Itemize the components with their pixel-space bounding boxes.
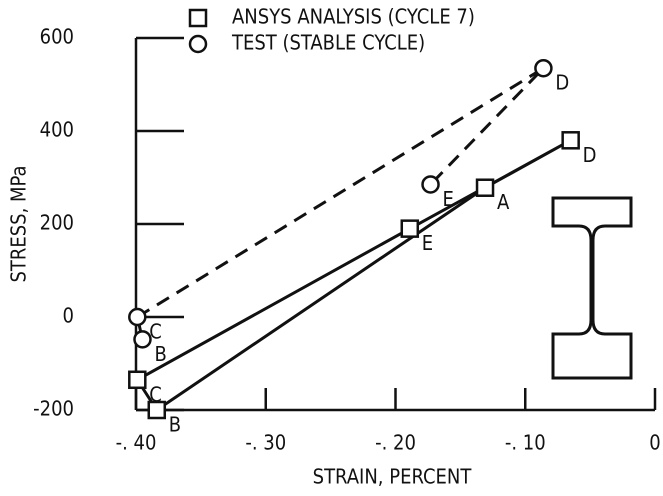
legend-marker — [188, 34, 208, 54]
y-tick-label: 200 — [40, 211, 74, 235]
point-label: C — [149, 382, 162, 406]
point-circle — [421, 175, 440, 194]
x-tick-label: -. 10 — [505, 431, 546, 455]
point-label: B — [154, 342, 166, 366]
point-label: E — [443, 187, 454, 211]
x-tick-label: -. 20 — [375, 431, 416, 455]
x-tick-label: 0 — [649, 431, 660, 455]
point-circle — [133, 330, 152, 349]
point-circle — [128, 307, 147, 327]
specimen-outline — [551, 196, 633, 380]
legend-label: ANSYS ANALYSIS (CYCLE 7) — [232, 5, 475, 29]
loop-closing-line — [155, 186, 486, 412]
point-square — [128, 370, 147, 390]
x-tick-label: -. 30 — [245, 431, 286, 455]
point-circle — [534, 58, 553, 78]
legend-marker — [188, 8, 208, 28]
series-line — [135, 66, 545, 340]
legend-label: TEST (STABLE CYCLE) — [231, 31, 425, 55]
x-axis-label: STRAIN, PERCENT — [313, 465, 473, 489]
point-label: D — [583, 143, 597, 167]
specimen-icon — [551, 196, 633, 380]
y-tick-label: -200 — [33, 397, 74, 421]
point-square — [400, 219, 420, 238]
point-label: B — [169, 413, 181, 437]
y-axis-label: STRESS, MPa — [7, 165, 31, 282]
point-label: A — [497, 190, 510, 214]
point-label: C — [149, 320, 162, 344]
y-tick-label: 600 — [40, 25, 74, 49]
point-label: E — [422, 231, 433, 255]
y-tick-label: 0 — [63, 304, 74, 328]
point-square — [475, 178, 495, 197]
point-label: D — [555, 71, 569, 95]
x-tick-label: -. 40 — [116, 431, 157, 455]
y-tick-label: 400 — [40, 118, 74, 142]
point-square — [561, 131, 580, 150]
point-square — [147, 400, 167, 420]
